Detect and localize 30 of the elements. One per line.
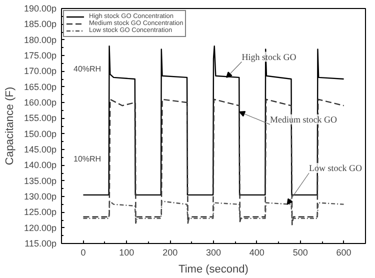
y-tick-label: 145.00p bbox=[24, 144, 57, 154]
y-axis-title: Capacitance (F) bbox=[4, 86, 16, 166]
x-tick-label: 400 bbox=[249, 248, 264, 258]
y-tick-label: 125.00p bbox=[24, 207, 57, 218]
y-tick-label: 190.00p bbox=[24, 4, 57, 14]
y-tick-label: 160.00p bbox=[24, 98, 57, 108]
x-tick-label: 500 bbox=[292, 248, 308, 258]
y-tick-label: 165.00p bbox=[24, 82, 57, 92]
annotation: 10%RH bbox=[74, 154, 102, 164]
y-tick-label: 155.00p bbox=[24, 113, 57, 124]
y-tick-label: 140.00p bbox=[24, 160, 57, 170]
y-tick-label: 175.00p bbox=[24, 50, 57, 60]
y-tick-label: 185.00p bbox=[24, 19, 57, 30]
x-tick-label: 0 bbox=[80, 248, 86, 258]
x-tick-label: 600 bbox=[336, 248, 352, 258]
annotation: Medium stock GO bbox=[270, 114, 338, 124]
y-tick-label: 130.00p bbox=[24, 192, 57, 202]
annotation: High stock GO bbox=[242, 52, 297, 62]
annotation: Low stock GO bbox=[309, 163, 363, 173]
y-tick-label: 135.00p bbox=[24, 176, 57, 186]
y-tick-label: 115.00p bbox=[24, 238, 57, 248]
x-axis-title: Time (second) bbox=[178, 264, 248, 276]
y-tick-label: 150.00p bbox=[24, 128, 57, 139]
x-tick-label: 300 bbox=[206, 248, 222, 258]
y-tick-label: 170.00p bbox=[24, 66, 57, 76]
x-tick-label: 200 bbox=[162, 248, 178, 258]
x-tick-label: 100 bbox=[119, 248, 134, 258]
y-tick-label: 180.00p bbox=[24, 34, 57, 45]
y-tick-label: 120.00p bbox=[24, 222, 57, 233]
annotation: 40%RH bbox=[74, 64, 102, 74]
